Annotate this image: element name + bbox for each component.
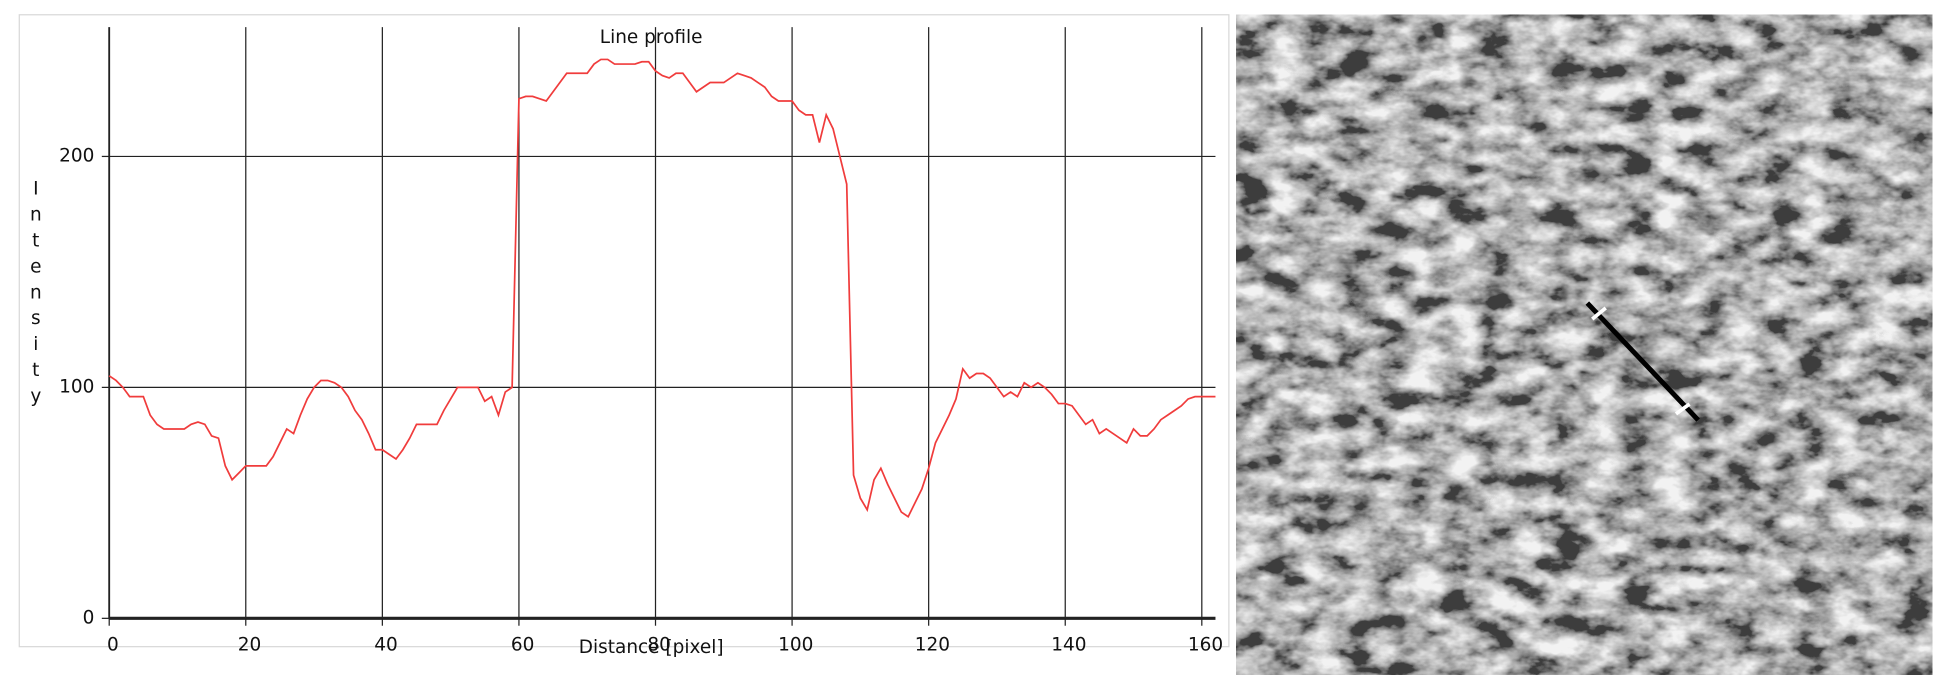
x-axis-label: Distance [pixel] [579, 637, 724, 658]
micrograph [1236, 14, 1933, 675]
x-tick-label: 20 [238, 634, 262, 655]
y-tick-label: 200 [59, 145, 94, 166]
x-tick-label: 140 [1051, 634, 1086, 655]
x-tick-label: 160 [1188, 634, 1223, 655]
profile-line [108, 58, 1216, 518]
x-tick-label: 120 [915, 634, 950, 655]
chart-title: Line profile [600, 27, 703, 48]
y-axis-label: Intensity [25, 179, 46, 412]
y-tick-label: 100 [59, 376, 94, 397]
x-tick-label: 60 [511, 634, 535, 655]
image-view [1236, 14, 1933, 675]
y-tick-label: 0 [83, 607, 95, 628]
plot-frame [18, 14, 1230, 648]
x-tick-label: 40 [374, 634, 398, 655]
x-tick-label: 80 [647, 634, 671, 655]
line-handle[interactable] [1591, 306, 1607, 321]
profile-line [1585, 301, 1700, 422]
x-tick-label: 0 [107, 634, 119, 655]
chart: Line profile Distance [pixel] Intensity … [25, 27, 1223, 658]
x-tick-label: 100 [778, 634, 813, 655]
line-handle[interactable] [1674, 402, 1691, 416]
